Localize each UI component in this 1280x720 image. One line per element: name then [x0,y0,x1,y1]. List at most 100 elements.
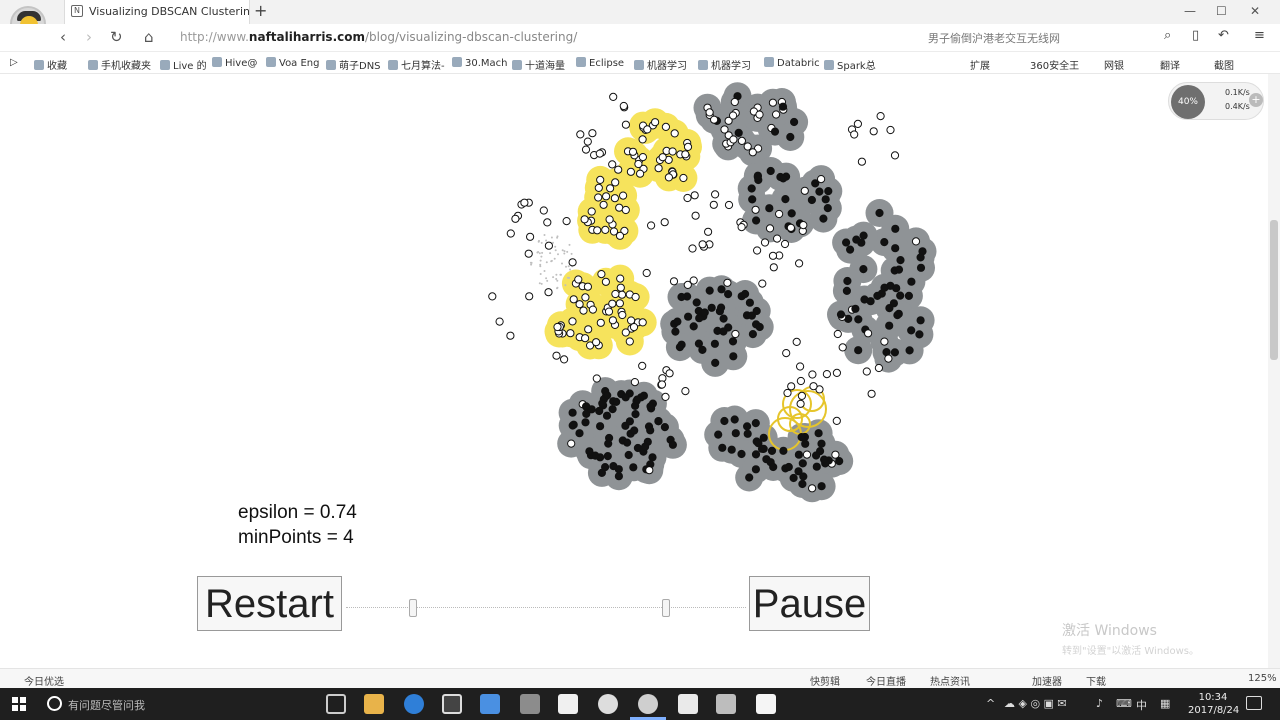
bookmark-item[interactable]: 手机收藏夹 [88,57,151,72]
open-point [568,258,577,267]
bookmark-right-item[interactable]: 360安全王 [1030,61,1080,72]
upload-speed: 0.1K/s [1225,88,1250,97]
task-view-icon[interactable] [326,694,346,714]
statusbar-item[interactable]: 下载 [1086,677,1106,688]
home-icon[interactable]: ⌂ [144,28,154,46]
open-point [769,263,778,272]
calendar-icon[interactable]: ▦ [1160,697,1171,710]
bookmark-item[interactable]: Eclipse [576,57,624,69]
scrollbar-thumb[interactable] [1270,220,1278,360]
statusbar-item[interactable]: 热点资讯 [930,677,970,688]
core-point [851,304,860,313]
bookmark-item[interactable]: Databric [764,57,820,69]
bookmark-item[interactable]: Hive@ [212,57,257,69]
app-icon[interactable] [678,694,698,714]
notification-center-icon[interactable] [1246,696,1262,710]
bookmarks-toggle-icon[interactable]: ▷ [10,57,18,68]
windows-start-icon[interactable] [12,697,26,711]
open-point [631,292,640,302]
file-explorer-icon[interactable] [364,694,384,714]
bookmark-item[interactable]: Spark总 [824,57,876,72]
bookmark-right-item[interactable]: 翻译 [1160,61,1180,72]
statusbar-left[interactable]: 今日优选 [24,677,64,688]
tray-expand-icon[interactable]: ^ [986,697,996,710]
stipple-dot [555,273,558,276]
edge-browser-icon[interactable] [404,694,424,714]
forward-arrow-icon[interactable]: › [86,28,92,46]
core-point [727,445,736,454]
reload-icon[interactable]: ↻ [110,28,123,46]
close-window-button[interactable]: ✕ [1250,4,1261,18]
bookmark-item[interactable]: Live 的 [160,57,207,72]
bookmark-right-item[interactable]: 扩展 [970,61,990,72]
search-icon[interactable]: ⌕ [1164,28,1172,43]
bookmark-item[interactable]: 十道海量 [512,57,565,72]
open-point [665,369,674,378]
keyboard-icon[interactable]: ⌨ [1116,697,1132,710]
slider-handle-right[interactable] [662,599,670,617]
core-point [843,276,852,286]
new-tab-button[interactable]: + [254,1,268,20]
bookmark-item[interactable]: 30.Mach [452,57,508,69]
statusbar-item[interactable]: 快剪辑 [810,677,840,688]
app-icon[interactable] [598,694,618,714]
speed-boost-icon[interactable]: + [1249,93,1263,107]
app-icon[interactable] [716,694,736,714]
bookmark-item[interactable]: 机器学习 [698,57,751,72]
maximize-button[interactable]: ☐ [1216,4,1227,18]
phone-icon[interactable]: ▯ [1192,28,1200,43]
minimize-button[interactable]: — [1184,4,1196,18]
search-suggestion[interactable]: 男子偷倒沪港老交互无线网 [928,32,1060,45]
statusbar-item[interactable]: 加速器 [1032,677,1062,688]
bookmark-right-item[interactable]: 截图 [1214,61,1234,72]
core-point [790,117,799,127]
tab-dbscan[interactable]: N Visualizing DBSCAN Clustering [64,0,250,24]
open-point [709,200,718,209]
bookmark-item[interactable]: 收藏 [34,57,67,72]
zoom-level[interactable]: 125% [1248,673,1277,684]
address-bar[interactable]: http://www.naftaliharris.com/blog/visual… [180,28,900,48]
app-icon[interactable] [480,694,500,714]
page-scrollbar[interactable] [1268,74,1280,668]
bookmark-right-item[interactable]: 网银 [1104,61,1124,72]
bookmark-item[interactable]: Voa Eng [266,57,320,69]
volume-icon[interactable]: ♪ [1096,697,1104,710]
browser-360-icon[interactable] [638,694,658,714]
undo-icon[interactable]: ↶ [1218,28,1229,43]
core-point [753,172,762,182]
tray-icons[interactable]: ☁ ◈ ◎ ▣ ✉ [1004,697,1067,710]
core-point [639,391,648,400]
store-icon[interactable] [442,694,462,714]
bookmark-item[interactable]: 七月算法- [388,57,445,72]
network-speed-widget[interactable]: 40% 0.1K/s 0.4K/s + [1168,82,1264,120]
stipple-dot [538,252,541,255]
core-point [602,411,612,420]
core-point [633,395,642,404]
taskbar-clock[interactable]: 10:34 2017/8/24 [1188,691,1239,717]
dbscan-visualization[interactable] [440,74,1000,504]
speed-slider-track[interactable] [346,607,746,609]
slider-handle-left[interactable] [409,599,417,617]
core-point [812,451,821,460]
navigation-bar: ‹ › ↻ ⌂ http://www.naftaliharris.com/blo… [0,24,1280,52]
core-point [755,322,764,332]
statusbar-item[interactable]: 今日直播 [866,677,906,688]
app-icon[interactable] [520,694,540,714]
app-icon[interactable] [558,694,578,714]
core-point [745,473,754,482]
back-arrow-icon[interactable]: ‹ [60,28,66,46]
open-point [817,175,826,184]
open-point [753,246,762,255]
menu-icon[interactable]: ≡ [1254,28,1265,43]
restart-button[interactable]: Restart [197,576,342,631]
app-icon[interactable] [756,694,776,714]
pause-button[interactable]: Pause [749,576,870,631]
open-point [751,205,760,214]
taskbar-search[interactable]: 有问题尽管问我 [68,699,145,712]
cortana-icon[interactable] [47,696,62,711]
ime-indicator[interactable]: 中 [1136,699,1147,712]
core-point [759,433,768,442]
bookmark-item[interactable]: 机器学习 [634,57,687,72]
bookmark-item[interactable]: 萌子DNS [326,57,381,72]
open-point [626,167,635,176]
